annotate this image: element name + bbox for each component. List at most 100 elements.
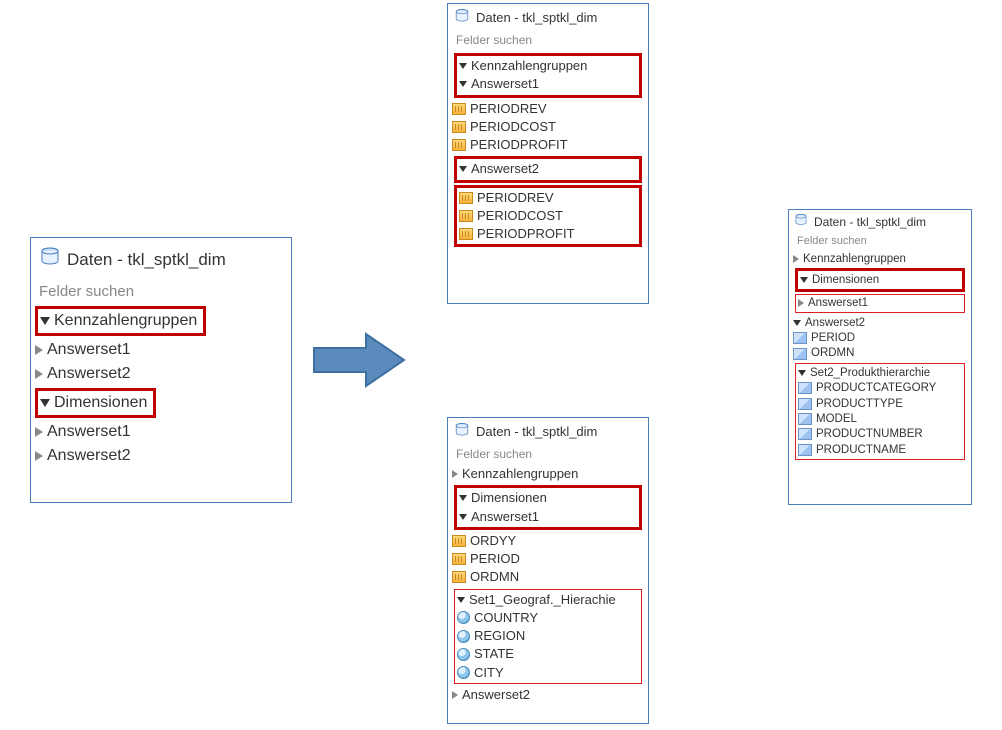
- collapse-icon[interactable]: [459, 514, 467, 520]
- tree-item-label: Set2_Produkthierarchie: [810, 366, 930, 380]
- search-placeholder[interactable]: Felder suchen: [448, 445, 648, 465]
- panel-title: Daten - tkl_sptkl_dim: [67, 250, 226, 270]
- collapse-icon[interactable]: [459, 495, 467, 501]
- tree-leaf[interactable]: PERIODREV: [459, 189, 637, 207]
- search-placeholder[interactable]: Felder suchen: [448, 31, 648, 51]
- tree-item-label: Kennzahlengruppen: [54, 311, 197, 331]
- tree-item-label: STATE: [474, 646, 514, 662]
- collapse-icon[interactable]: [459, 81, 467, 87]
- tree-leaf[interactable]: PERIOD: [793, 331, 967, 346]
- highlight-box: PERIODREVPERIODCOSTPERIODPROFIT: [454, 185, 642, 248]
- tree-item-label: Kennzahlengruppen: [803, 252, 906, 266]
- highlight-box: Dimensionen: [35, 388, 156, 418]
- tree-leaf[interactable]: ORDMN: [793, 346, 967, 361]
- highlight-box: Kennzahlengruppen: [35, 306, 206, 336]
- ruler-icon: [452, 121, 466, 133]
- tree-leaf[interactable]: PERIODREV: [452, 100, 644, 118]
- collapse-icon[interactable]: [40, 399, 50, 407]
- cube-icon: [798, 428, 812, 440]
- tree-leaf[interactable]: ORDMN: [452, 568, 644, 586]
- collapse-icon[interactable]: [800, 277, 808, 283]
- tree-leaf[interactable]: PERIODPROFIT: [459, 225, 637, 243]
- panel-title: Daten - tkl_sptkl_dim: [476, 10, 597, 25]
- tree-item-label: PERIODREV: [477, 190, 554, 206]
- panel-header: Daten - tkl_sptkl_dim: [31, 238, 291, 281]
- cube-icon: [793, 332, 807, 344]
- tree-item-label: Answerset2: [471, 161, 539, 177]
- expand-icon[interactable]: [798, 299, 804, 307]
- tree-leaf[interactable]: PERIOD: [452, 550, 644, 568]
- tree-item-label: CITY: [474, 665, 504, 681]
- highlight-box: Set2_ProdukthierarchiePRODUCTCATEGORY PRO…: [795, 363, 965, 459]
- tree-item-label: PRODUCTTYPE: [816, 397, 903, 411]
- highlight-box: KennzahlengruppenAnswerset1: [454, 53, 642, 98]
- expand-icon[interactable]: [452, 470, 458, 478]
- tree-leaf[interactable]: PERIODCOST: [452, 118, 644, 136]
- tree-item-label: Answerset1: [47, 340, 131, 360]
- tree-group[interactable]: Answerset1: [35, 420, 287, 444]
- tree: KennzahlengruppenAnswerset1Answerset2Dim…: [31, 304, 291, 474]
- tree-item-label: PRODUCTCATEGORY: [816, 381, 936, 395]
- expand-icon[interactable]: [35, 369, 43, 379]
- tree-group[interactable]: Dimensionen: [40, 391, 147, 415]
- tree-item-label: Dimensionen: [812, 273, 879, 287]
- collapse-icon[interactable]: [459, 63, 467, 69]
- tree-group[interactable]: Answerset1: [459, 508, 637, 526]
- expand-icon[interactable]: [35, 427, 43, 437]
- tree-item-label: Answerset1: [471, 509, 539, 525]
- tree-group[interactable]: Kennzahlengruppen: [793, 251, 967, 266]
- collapse-icon[interactable]: [793, 320, 801, 326]
- tree-leaf[interactable]: COUNTRY: [457, 609, 639, 627]
- tree-group[interactable]: Answerset2: [793, 315, 967, 330]
- tree-leaf[interactable]: PERIODCOST: [459, 207, 637, 225]
- tree-leaf[interactable]: PRODUCTTYPE: [798, 396, 962, 411]
- cube-icon: [798, 413, 812, 425]
- expand-icon[interactable]: [452, 691, 458, 699]
- search-placeholder[interactable]: Felder suchen: [31, 281, 291, 304]
- tree-item-label: Dimensionen: [54, 393, 147, 413]
- globe-icon: [457, 630, 470, 643]
- tree-group[interactable]: Set2_Produkthierarchie: [798, 365, 962, 380]
- tree-item-label: Answerset2: [805, 316, 865, 330]
- panel-header: Daten - tkl_sptkl_dim: [448, 4, 648, 31]
- database-icon: [39, 246, 61, 273]
- tree-leaf[interactable]: PRODUCTNUMBER: [798, 427, 962, 442]
- tree-item-label: Kennzahlengruppen: [471, 58, 587, 74]
- tree-leaf[interactable]: PERIODPROFIT: [452, 136, 644, 154]
- tree-group[interactable]: Dimensionen: [800, 272, 960, 287]
- expand-icon[interactable]: [35, 451, 43, 461]
- tree-group[interactable]: Kennzahlengruppen: [452, 465, 644, 483]
- expand-icon[interactable]: [793, 255, 799, 263]
- tree-leaf[interactable]: ORDYY: [452, 532, 644, 550]
- tree-group[interactable]: Set1_Geograf._Hierachie: [457, 591, 639, 609]
- globe-icon: [457, 648, 470, 661]
- tree-leaf[interactable]: STATE: [457, 645, 639, 663]
- tree-item-label: PERIODPROFIT: [477, 226, 575, 242]
- tree-item-label: Set1_Geograf._Hierachie: [469, 592, 616, 608]
- search-placeholder[interactable]: Felder suchen: [789, 233, 971, 251]
- tree-group[interactable]: Kennzahlengruppen: [459, 57, 637, 75]
- tree-group[interactable]: Answerset2: [459, 160, 637, 178]
- ruler-icon: [452, 553, 466, 565]
- tree-group[interactable]: Answerset1: [35, 338, 287, 362]
- collapse-icon[interactable]: [40, 317, 50, 325]
- tree-group[interactable]: Answerset2: [452, 686, 644, 704]
- tree-group[interactable]: Answerset2: [35, 362, 287, 386]
- collapse-icon[interactable]: [798, 370, 806, 376]
- tree-group[interactable]: Answerset1: [798, 296, 962, 311]
- tree-group[interactable]: Answerset2: [35, 444, 287, 468]
- tree: Kennzahlengruppen Dimensionen Answerset1 An…: [789, 251, 971, 468]
- tree-leaf[interactable]: MODEL: [798, 411, 962, 426]
- expand-icon[interactable]: [35, 345, 43, 355]
- tree-group[interactable]: Kennzahlengruppen: [40, 309, 197, 333]
- tree-group[interactable]: Answerset1: [459, 75, 637, 93]
- tree-group[interactable]: Dimensionen: [459, 489, 637, 507]
- tree-leaf[interactable]: REGION: [457, 627, 639, 645]
- tree-item-label: Answerset1: [808, 296, 868, 310]
- tree-leaf[interactable]: PRODUCTCATEGORY: [798, 381, 962, 396]
- collapse-icon[interactable]: [459, 166, 467, 172]
- collapse-icon[interactable]: [457, 597, 465, 603]
- tree-leaf[interactable]: PRODUCTNAME: [798, 442, 962, 457]
- data-panel-left: Daten - tkl_sptkl_dim Felder suchen Kenn…: [30, 237, 292, 503]
- tree-leaf[interactable]: CITY: [457, 664, 639, 682]
